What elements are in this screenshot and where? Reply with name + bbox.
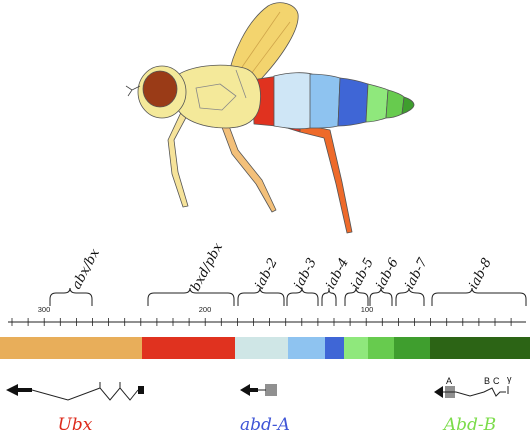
bracket-iab-7 xyxy=(395,287,425,306)
ubx-intron xyxy=(31,382,139,401)
abd-a-exon xyxy=(250,388,258,392)
bracket-iab-6 xyxy=(369,287,393,306)
abd-b-promoter-gamma: γ xyxy=(507,374,512,384)
bracket-abx-bx xyxy=(49,287,93,306)
region-label-iab-4: iab-4 xyxy=(323,256,352,292)
ubx-exon xyxy=(18,388,32,392)
fly-abdomen xyxy=(251,72,415,130)
abd-b-gene-structure xyxy=(434,386,509,398)
fly-middle-leg xyxy=(219,117,277,213)
bracket-iab-3 xyxy=(286,287,319,306)
regulatory-region-labels: abx/bx bxd/pbx iab-2 iab-3 iab-4 iab-5 i… xyxy=(69,240,495,294)
abd-a-exon-cluster xyxy=(258,384,277,396)
gene-label-abd-b: Abd-B xyxy=(442,415,496,435)
gene-label-abd-a: abd-A xyxy=(240,415,290,435)
segment-color-bar xyxy=(0,337,530,359)
tick-label-100: 100 xyxy=(361,305,374,314)
region-label-iab-7: iab-7 xyxy=(402,255,431,292)
abd-a-gene-structure xyxy=(240,384,277,396)
bracket-iab-5 xyxy=(344,287,369,306)
color-bar-ubx-abx-bx xyxy=(0,337,142,359)
bracket-bxd-pbx xyxy=(147,287,235,306)
gene-label-ubx: Ubx xyxy=(58,415,93,435)
fly-illustration xyxy=(125,2,415,234)
region-label-iab-2: iab-2 xyxy=(252,256,281,292)
abdomen-segment-2 xyxy=(273,72,313,130)
kb-scale-ruler: 300 200 100 xyxy=(8,305,526,326)
abd-b-exon-cluster xyxy=(443,386,456,398)
bracket-iab-8 xyxy=(431,287,527,306)
fly-front-leg xyxy=(167,105,191,208)
abd-b-promoter-c: C xyxy=(493,376,500,386)
color-bar-iab-2 xyxy=(235,337,288,359)
fly-hind-leg xyxy=(299,123,353,234)
abd-b-promoter-b: B xyxy=(484,376,490,386)
region-label-iab-3: iab-3 xyxy=(291,256,320,292)
abd-b-intron xyxy=(455,387,506,397)
region-label-iab-8: iab-8 xyxy=(466,256,495,292)
abdomen-segment-7 xyxy=(401,96,415,115)
region-label-iab-6: iab-6 xyxy=(373,256,402,292)
tick-label-200: 200 xyxy=(199,305,212,314)
scale-ticks xyxy=(11,318,512,326)
color-bar-iab-3 xyxy=(288,337,325,359)
abdomen-segment-3 xyxy=(309,73,341,129)
gene-structures: A B C γ xyxy=(6,374,512,401)
color-bar-iab-4 xyxy=(325,337,344,359)
abd-b-transcription-arrow xyxy=(434,386,443,398)
region-label-bxd-pbx: bxd/pbx xyxy=(188,240,226,294)
ubx-exon-3prime xyxy=(138,386,144,394)
color-bar-iab-6 xyxy=(368,337,394,359)
bracket-iab-4 xyxy=(321,287,337,306)
region-label-abx-bx: abx/bx xyxy=(69,246,103,292)
abdomen-segment-4 xyxy=(337,77,369,127)
ubx-gene-structure xyxy=(6,382,144,401)
color-bar-iab-5 xyxy=(344,337,368,359)
fly-antenna xyxy=(125,85,141,97)
ubx-transcription-arrow xyxy=(6,384,18,396)
gene-names: Ubx abd-A Abd-B xyxy=(58,415,497,435)
abdomen-segment-5 xyxy=(365,83,389,123)
tick-label-300: 300 xyxy=(38,305,51,314)
fly-eye xyxy=(142,70,178,108)
color-bar-bxd-pbx xyxy=(142,337,235,359)
color-bar-iab-8 xyxy=(430,337,530,359)
fly-thorax xyxy=(172,64,261,129)
abd-b-promoter-a: A xyxy=(446,376,452,386)
region-label-iab-5: iab-5 xyxy=(348,256,377,292)
color-bar-iab-7 xyxy=(394,337,430,359)
region-brackets xyxy=(49,287,527,306)
bracket-iab-2 xyxy=(237,287,285,306)
abdomen-segment-6 xyxy=(385,89,405,119)
abd-a-transcription-arrow xyxy=(240,384,250,396)
